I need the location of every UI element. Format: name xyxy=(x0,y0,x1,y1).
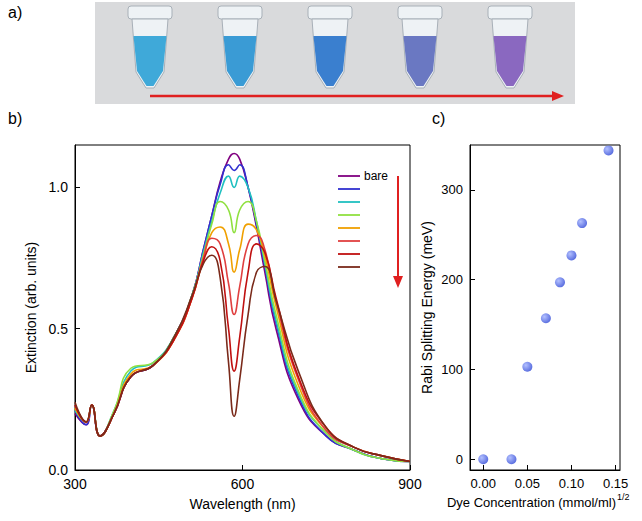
svg-text:0.0: 0.0 xyxy=(48,462,68,478)
svg-text:0.10: 0.10 xyxy=(559,476,584,491)
svg-text:bare: bare xyxy=(364,169,388,183)
svg-text:300: 300 xyxy=(441,182,463,197)
svg-text:900: 900 xyxy=(398,476,422,492)
svg-text:Extinction (arb. units): Extinction (arb. units) xyxy=(23,242,39,374)
svg-text:a): a) xyxy=(8,4,22,21)
svg-text:0.15: 0.15 xyxy=(603,476,628,491)
svg-text:0.05: 0.05 xyxy=(515,476,540,491)
svg-text:300: 300 xyxy=(63,476,87,492)
svg-text:0.5: 0.5 xyxy=(49,321,69,337)
svg-text:c): c) xyxy=(432,110,445,127)
svg-text:Rabi Splitting Energy (meV): Rabi Splitting Energy (meV) xyxy=(419,221,435,394)
svg-text:200: 200 xyxy=(441,272,463,287)
svg-text:0: 0 xyxy=(456,452,463,467)
svg-text:600: 600 xyxy=(231,476,255,492)
svg-text:Wavelength (nm): Wavelength (nm) xyxy=(189,496,295,512)
svg-text:0.00: 0.00 xyxy=(471,476,496,491)
svg-text:100: 100 xyxy=(441,362,463,377)
svg-text:Dye Concentration (mmol/ml): Dye Concentration (mmol/ml) xyxy=(447,495,616,510)
svg-text:1.0: 1.0 xyxy=(49,179,69,195)
svg-text:b): b) xyxy=(8,110,22,127)
svg-text:1/2: 1/2 xyxy=(617,492,630,502)
